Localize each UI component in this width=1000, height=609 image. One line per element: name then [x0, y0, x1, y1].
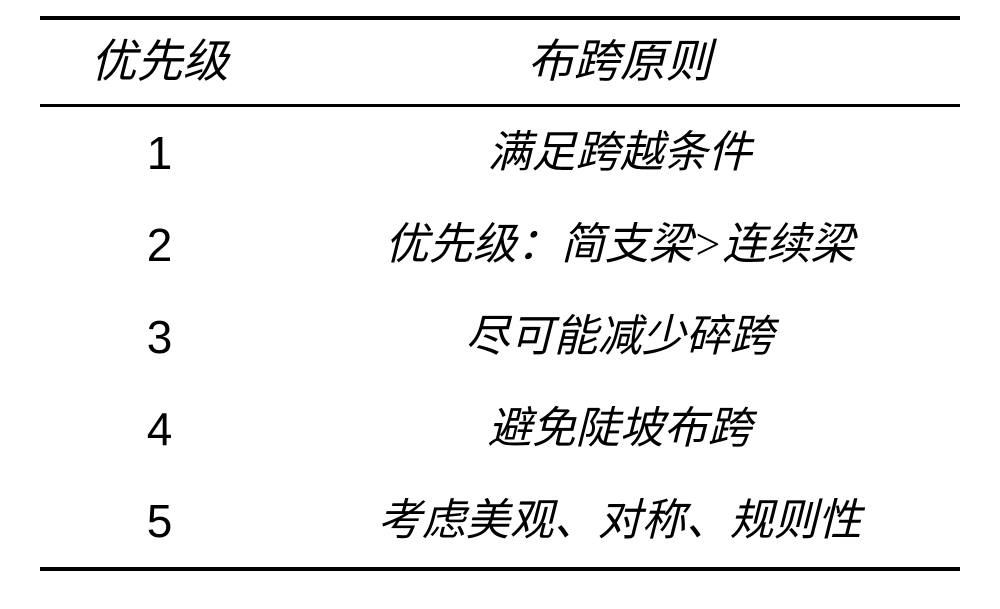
table-row: 3 尽可能减少碎跨 — [40, 291, 960, 383]
cell-principle: 满足跨越条件 — [279, 106, 960, 200]
cell-principle: 避免陡坡布跨 — [279, 383, 960, 475]
table-header-row: 优先级 布跨原则 — [40, 18, 960, 106]
cell-priority: 1 — [40, 106, 279, 200]
table-row: 5 考虑美观、对称、规则性 — [40, 475, 960, 569]
cell-priority: 4 — [40, 383, 279, 475]
cell-priority: 2 — [40, 199, 279, 291]
principles-table: 优先级 布跨原则 1 满足跨越条件 2 优先级：简支梁>连续梁 3 尽可能减少碎… — [40, 16, 960, 571]
table-row: 2 优先级：简支梁>连续梁 — [40, 199, 960, 291]
table-row: 1 满足跨越条件 — [40, 106, 960, 200]
cell-priority: 5 — [40, 475, 279, 569]
col-header-principle: 布跨原则 — [279, 18, 960, 106]
cell-principle: 尽可能减少碎跨 — [279, 291, 960, 383]
table-row: 4 避免陡坡布跨 — [40, 383, 960, 475]
cell-principle: 优先级：简支梁>连续梁 — [279, 199, 960, 291]
cell-priority: 3 — [40, 291, 279, 383]
cell-principle: 考虑美观、对称、规则性 — [279, 475, 960, 569]
principles-table-container: 优先级 布跨原则 1 满足跨越条件 2 优先级：简支梁>连续梁 3 尽可能减少碎… — [0, 0, 1000, 609]
col-header-priority: 优先级 — [40, 18, 279, 106]
